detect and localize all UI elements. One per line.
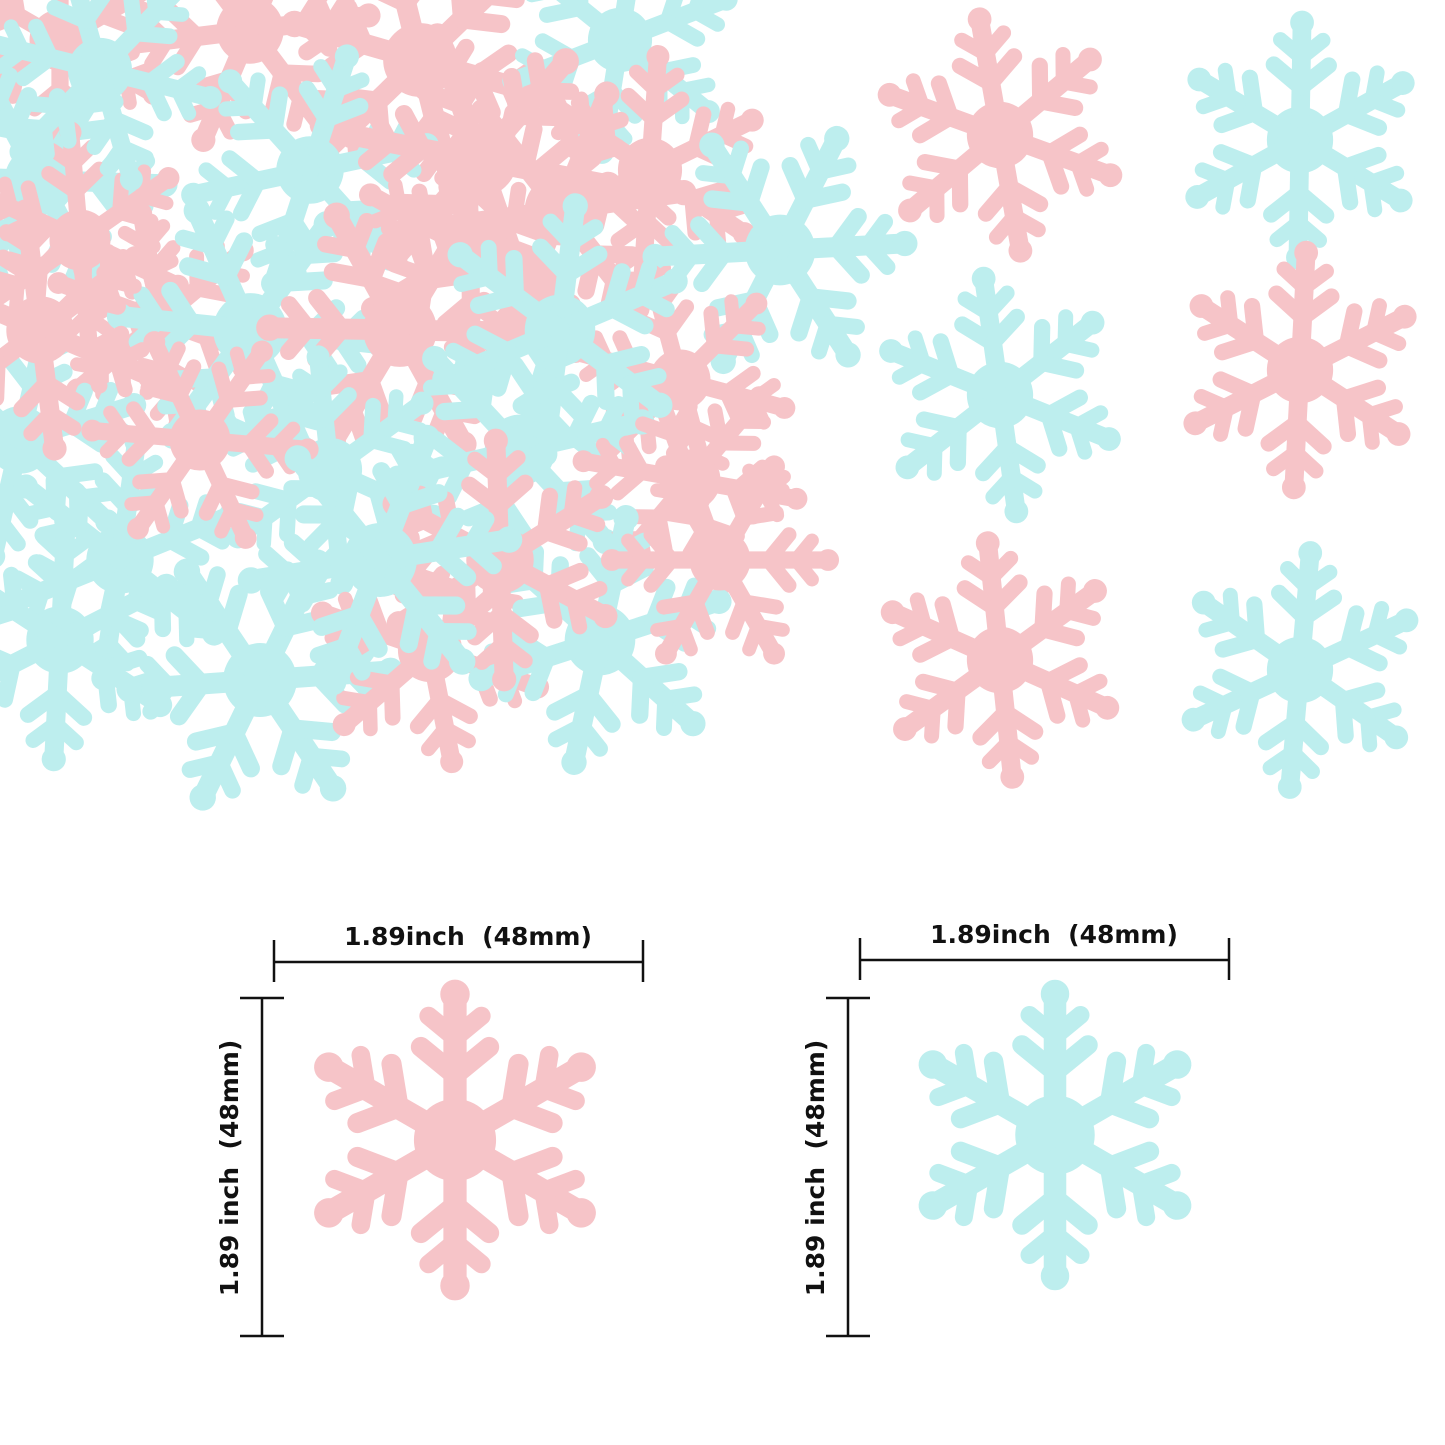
pink-snowflake (1168, 235, 1432, 505)
blue-width-label: 1.89inch (48mm) (930, 920, 1178, 949)
blue-snowflake (858, 250, 1142, 540)
snowflake-grid (854, 0, 1436, 809)
blue-height-label: 1.89 inch (48mm) (801, 1040, 830, 1297)
blue-snowflake (1164, 531, 1436, 809)
blue-dimension (826, 938, 1231, 1338)
blue-snowflake (905, 981, 1206, 1290)
pink-height-label: 1.89 inch (48mm) (215, 1040, 244, 1297)
snowflake-pile (0, 0, 961, 870)
sized-snowflakes (300, 980, 1206, 1299)
pink-dimension (240, 940, 645, 1338)
pink-snowflake (862, 519, 1138, 801)
pink-width-label: 1.89inch (48mm) (344, 922, 592, 951)
blue-snowflake (1173, 9, 1428, 271)
pink-snowflake (300, 980, 611, 1299)
